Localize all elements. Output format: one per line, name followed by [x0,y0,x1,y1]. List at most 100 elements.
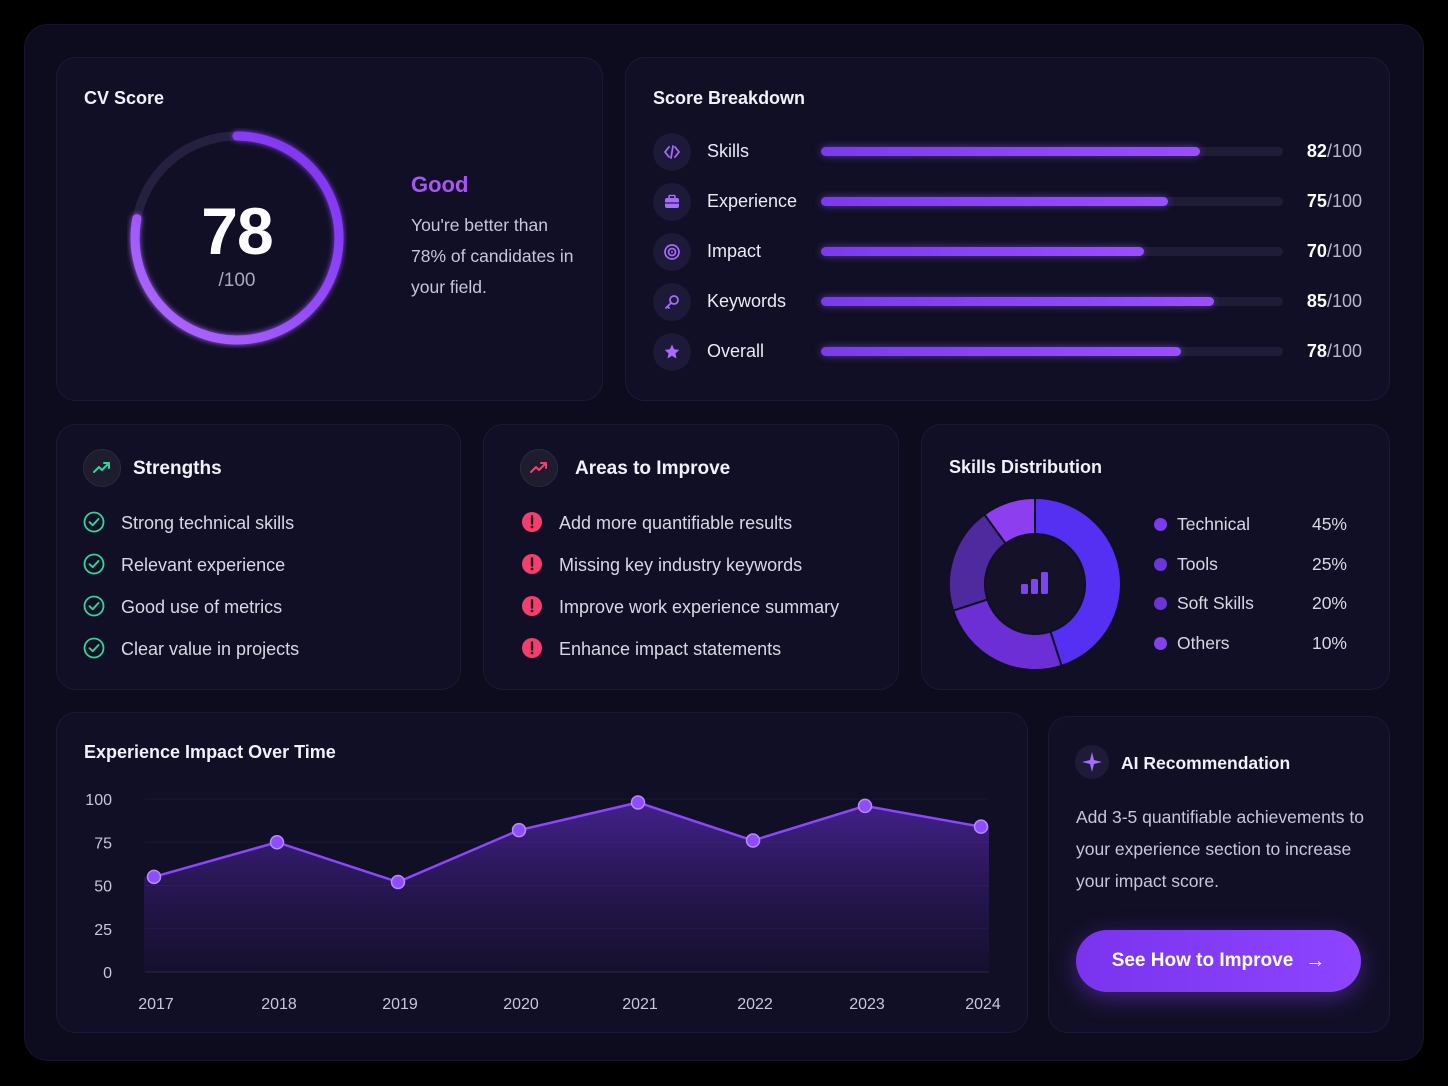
data-point [857,798,873,814]
legend-value: 25% [1311,553,1347,574]
experience-impact-chart-card: 0 25 50 75 100 2017 2018 2019 2020 2021 2022 2023 20… [56,712,1028,1033]
sparkle-icon [1075,745,1109,779]
trending-up-icon [83,449,121,487]
breakdown-bar-track [821,347,1283,356]
check-circle-icon [83,595,105,617]
list-item: Relevant experience [83,553,463,577]
breakdown-row-experience: Experience 75/100 [653,183,1368,221]
list-item-text: Good use of metrics [121,597,283,617]
legend-value: 20% [1311,593,1347,613]
legend-value: 45% [1311,514,1347,534]
x-tick-label: 2018 [261,996,297,1013]
score-description: You're better than 78% of candidates in … [411,215,574,297]
breakdown-title: Score Breakdown [653,88,806,108]
donut-slice-others [983,498,1036,545]
data-point [745,833,761,848]
ai-title: AI Recommendation [1121,753,1291,773]
list-item-text: Enhance impact statements [559,639,782,659]
x-tick-label: 2020 [503,996,539,1013]
breakdown-score: 82/100 [1306,141,1362,161]
list-item-text: Strong technical skills [121,513,295,533]
area-fill [144,802,989,972]
list-item: Missing key industry keywords [521,553,901,577]
improve-title: Areas to Improve [575,458,731,479]
breakdown-bar-track [821,297,1283,306]
data-point [973,819,989,834]
breakdown-score: 78/100 [1306,341,1362,361]
list-item: Improve work experience summary [521,595,901,619]
areas-to-improve-card: Areas to Improve Add more quantifiable r… [483,424,899,690]
breakdown-bar-track [821,147,1283,156]
x-tick-label: 2022 [737,996,773,1013]
breakdown-label: Keywords [707,291,787,311]
list-item: Strong technical skills [83,511,463,535]
chart-title: Experience Impact Over Time [84,742,336,762]
legend-item: Tools 25% [1152,553,1347,575]
y-tick-label: 25 [94,922,112,939]
breakdown-label: Experience [707,191,798,211]
data-point [146,869,162,885]
data-point [269,835,285,850]
experience-impact-chart: 0 25 50 75 100 2017 2018 2019 2020 2021 2022 2023 20… [85,792,1001,1013]
breakdown-bar-fill [821,247,1145,256]
donut-slice-technical [1034,498,1121,668]
data-point [511,822,527,838]
legend-item: Technical 45% [1152,513,1347,535]
legend-item: Others 10% [1152,632,1347,654]
list-item: Clear value in projects [83,637,463,661]
breakdown-bar-fill [821,347,1182,356]
code-icon [653,133,691,171]
alert-circle-icon [521,511,543,533]
score-gauge [130,131,344,345]
breakdown-row-skills: Skills 82/100 [653,133,1368,171]
breakdown-bar-fill [821,197,1168,206]
check-circle-icon [83,553,105,575]
score-value: 78 [201,194,273,268]
x-tick-label: 2017 [138,996,174,1013]
y-tick-label: 0 [103,965,112,982]
x-tick-label: 2021 [622,996,658,1013]
legend-dot [1154,597,1167,610]
skills-donut-chart [949,498,1121,670]
breakdown-row-overall: Overall 78/100 [653,333,1368,371]
y-tick-label: 75 [94,835,112,852]
y-tick-label: 50 [94,879,112,896]
x-tick-label: 2019 [382,996,418,1013]
key-icon [653,283,691,321]
x-tick-label: 2023 [849,996,885,1013]
cv-score-card: CV Score 78 /100 Good You're better than… [56,57,603,401]
score-rating: Good [411,172,469,197]
bar-chart-icon [1021,572,1048,594]
legend-label: Soft Skills [1177,593,1254,613]
alert-circle-icon [521,553,543,575]
breakdown-row-keywords: Keywords 85/100 [653,283,1368,321]
list-item-text: Missing key industry keywords [559,555,803,575]
trending-up-icon [520,449,558,487]
score-gauge-fill [130,131,344,345]
legend-dot [1154,636,1167,650]
cv-score-title: CV Score [84,88,165,108]
breakdown-bar-track [821,197,1283,206]
list-item: Add more quantifiable results [521,511,901,535]
strengths-title: Strengths [133,458,222,479]
breakdown-score: 75/100 [1306,191,1362,211]
list-item-text: Improve work experience summary [559,597,840,617]
breakdown-bar-fill [821,297,1214,306]
alert-circle-icon [521,637,543,659]
list-item-text: Relevant experience [121,555,286,575]
check-circle-icon [83,511,105,533]
list-item-text: Add more quantifiable results [559,513,793,533]
data-point [390,874,406,890]
legend-label: Technical [1177,514,1250,534]
legend-value: 10% [1311,632,1347,653]
star-icon [653,333,691,371]
legend-label: Others [1177,632,1230,653]
briefcase-icon [653,183,691,221]
legend-dot [1154,518,1167,531]
series-line [153,801,982,884]
see-how-to-improve-button[interactable]: See How to Improve → [1076,930,1361,992]
breakdown-bar-track [821,247,1283,256]
x-tick-label: 2024 [965,996,1001,1013]
data-point [630,795,646,810]
breakdown-label: Impact [707,241,762,261]
